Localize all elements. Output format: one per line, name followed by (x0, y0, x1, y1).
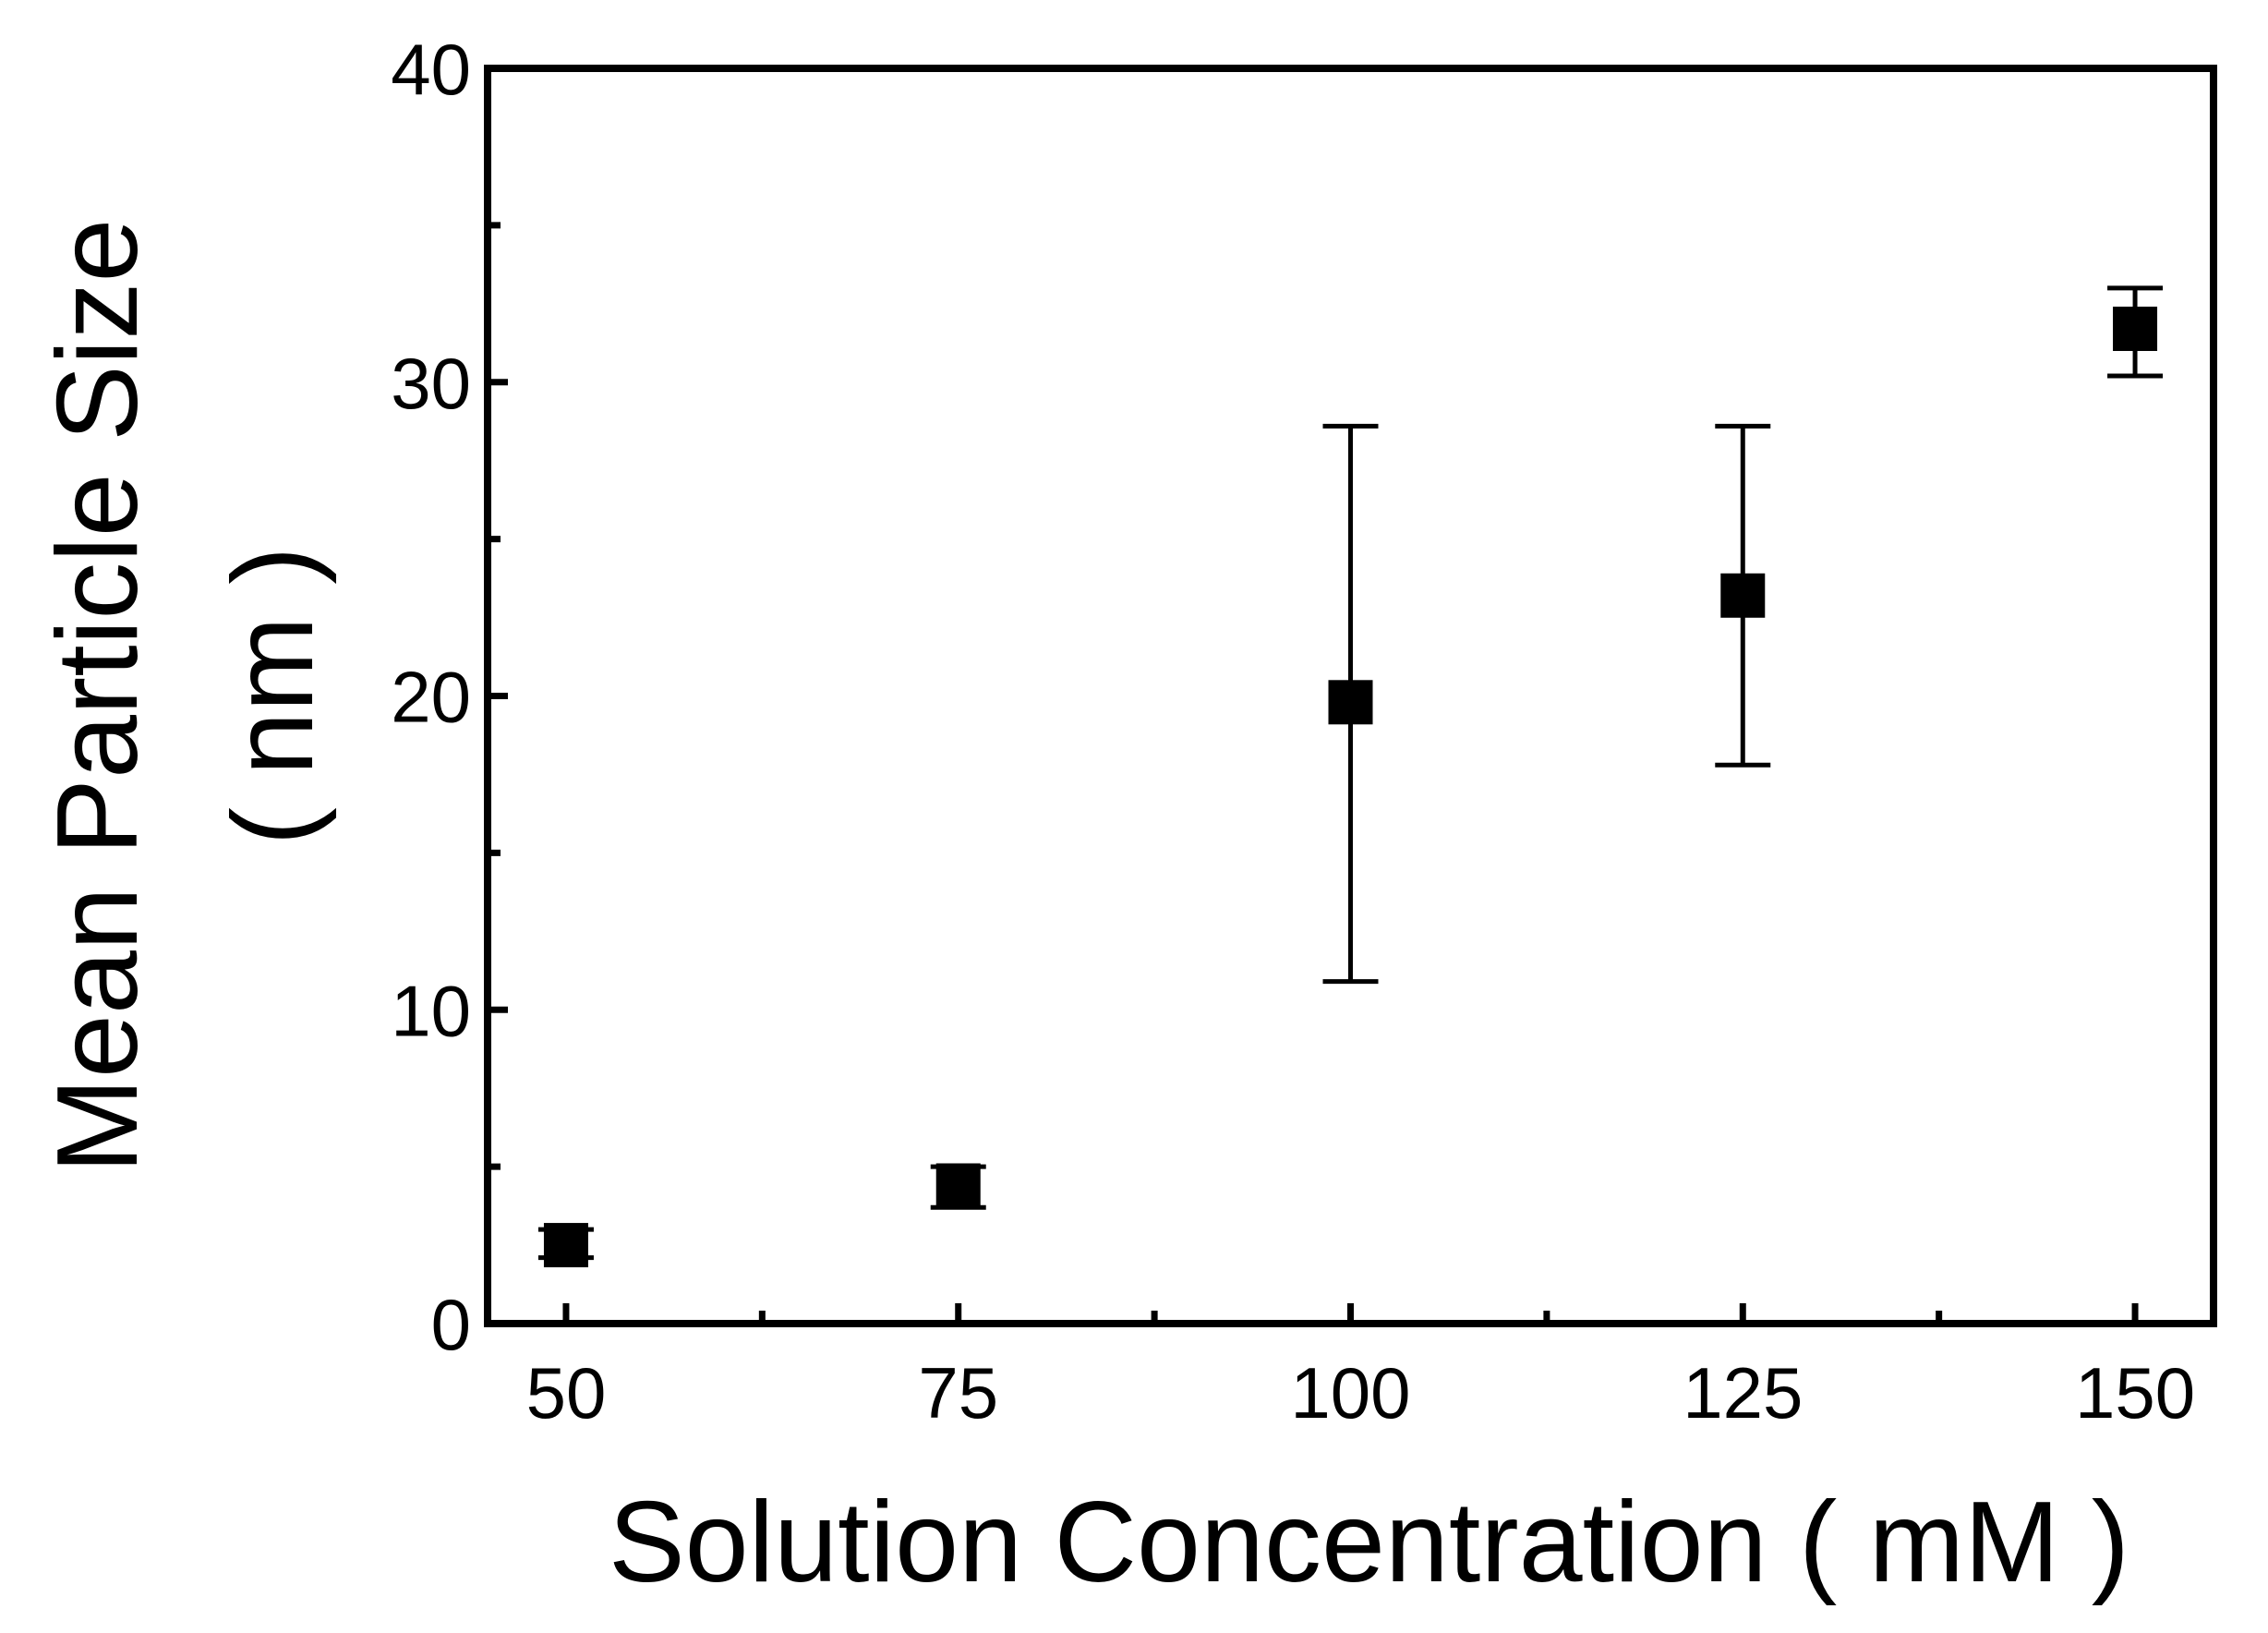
y-axis-title-line1: Mean Particle Size (34, 219, 162, 1174)
plot-frame (484, 65, 2217, 1327)
data-point (1720, 573, 1766, 618)
y-axis-title-line2: ( nm ) (210, 547, 337, 846)
data-point (2113, 306, 2158, 351)
x-tick-label: 125 (1683, 1352, 1803, 1433)
y-tick-label: 20 (391, 657, 471, 738)
tick-labels: 50 75 100 125 150 0 10 20 30 40 (391, 29, 2195, 1433)
data-point (1328, 680, 1373, 725)
y-tick-label: 0 (431, 1284, 471, 1365)
x-tick-label: 50 (526, 1352, 607, 1433)
y-tick-label: 10 (391, 970, 471, 1051)
data-point (543, 1223, 588, 1268)
y-axis-title: Mean Particle Size ( nm ) (34, 219, 337, 1174)
x-tick-label: 100 (1290, 1352, 1410, 1433)
x-tick-label: 75 (918, 1352, 998, 1433)
y-tick-label: 30 (391, 343, 471, 424)
data-point (935, 1163, 981, 1208)
data-markers (543, 306, 2158, 1268)
y-tick-label: 40 (391, 29, 471, 110)
x-axis-title: Solution Concentration ( mM ) (609, 1479, 2129, 1606)
x-tick-label: 150 (2075, 1352, 2195, 1433)
